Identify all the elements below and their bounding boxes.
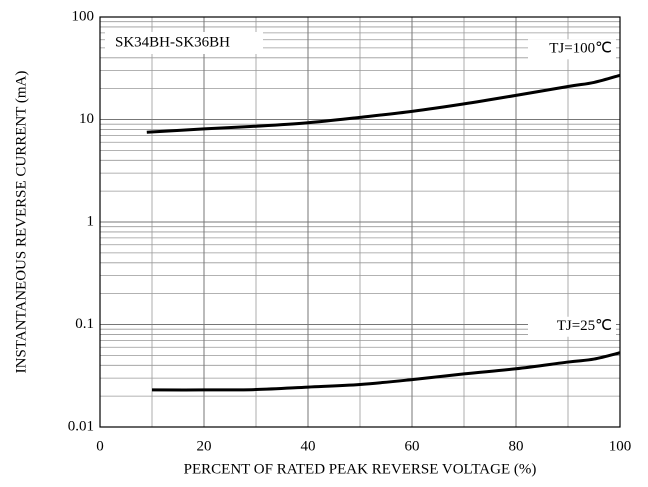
y-tick-label: 10 — [79, 111, 94, 127]
y-tick-label: 0.01 — [68, 418, 94, 434]
x-tick-label: 0 — [96, 438, 104, 454]
annotation: SK34BH-SK36BH — [115, 34, 230, 50]
y-axis-label: INSTANTANEOUS REVERSE CURRENT (mA) — [13, 71, 29, 374]
series-label: TJ=100℃ — [549, 41, 612, 57]
x-axis-label: PERCENT OF RATED PEAK REVERSE VOLTAGE (%… — [184, 461, 537, 477]
series-label-bg — [528, 316, 616, 337]
x-tick-label: 80 — [509, 438, 524, 454]
x-tick-label: 20 — [197, 438, 212, 454]
y-tick-label: 100 — [72, 8, 95, 24]
series-line — [151, 351, 621, 392]
x-tick-label: 40 — [301, 438, 316, 454]
y-tick-label: 1 — [87, 213, 95, 229]
plot-frame — [99, 16, 621, 428]
x-tick-label: 100 — [609, 438, 632, 454]
x-tick-label: 60 — [405, 438, 420, 454]
series-label: TJ=25℃ — [557, 318, 612, 334]
annotation-bg — [105, 32, 263, 54]
y-tick-label: 0.1 — [75, 316, 94, 332]
series-line — [146, 73, 621, 134]
series-label-bg — [528, 39, 616, 60]
